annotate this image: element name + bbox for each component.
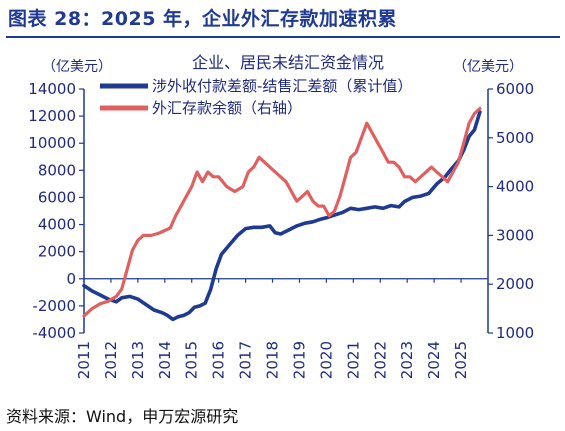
left-tick-label: -2000 (32, 297, 76, 315)
left-tick-label: 12000 (28, 107, 76, 125)
x-tick-label: 2015 (183, 341, 201, 379)
figure-title: 图表 28：2025 年，企业外汇存款加速积累 (8, 8, 398, 30)
left-tick-label: 8000 (38, 161, 76, 179)
x-tick-label: 2016 (210, 341, 228, 379)
x-tick-label: 2013 (129, 341, 147, 379)
x-tick-label: 2019 (290, 341, 308, 379)
x-tick-label: 2018 (264, 341, 282, 379)
right-tick-label: 2000 (496, 275, 534, 293)
chart-plot-area (82, 106, 482, 322)
legend: 涉外收付款差额-结售汇差额（累计值） 外汇存款余额（右轴） (100, 77, 412, 117)
x-tick-label: 2017 (237, 341, 255, 379)
right-axis-unit: （亿美元） (453, 59, 523, 75)
x-tick-label: 2021 (344, 341, 362, 379)
x-tick-label: 2023 (398, 341, 416, 379)
left-tick-label: 6000 (38, 188, 76, 206)
left-tick-label: 4000 (38, 216, 76, 234)
left-tick-label: -4000 (32, 324, 76, 342)
x-tick-label: 2012 (102, 341, 120, 379)
x-tick-label: 2024 (425, 341, 443, 379)
left-tick-label: 2000 (38, 243, 76, 261)
left-tick-label: 10000 (28, 134, 76, 152)
series-line-net-receipts (82, 110, 482, 322)
source-note: 资料来源：Wind，申万宏源研究 (6, 407, 239, 426)
left-axis-unit: （亿美元） (42, 59, 112, 75)
right-tick-label: 6000 (496, 80, 534, 98)
chart-axes: -4000 -2000 0 2000 4000 6000 8000 10000 12000 140… (28, 80, 534, 379)
right-tick-label: 3000 (496, 226, 534, 244)
x-tick-label: 2014 (156, 341, 174, 379)
legend-label-2: 外汇存款余额（右轴） (152, 99, 302, 117)
chart: -4000 -2000 0 2000 4000 6000 8000 10000 12000 140… (28, 53, 534, 379)
x-tick-label: 2022 (371, 341, 389, 379)
right-tick-label: 1000 (496, 324, 534, 342)
title-rule (6, 36, 560, 38)
left-tick-label: 14000 (28, 80, 76, 98)
right-tick-label: 5000 (496, 129, 534, 147)
series-line-fx-deposits (82, 106, 482, 318)
x-tick-label: 2011 (75, 341, 93, 379)
legend-label-1: 涉外收付款差额-结售汇差额（累计值） (152, 77, 412, 95)
left-tick-label: 0 (66, 270, 76, 288)
chart-title: 企业、居民未结汇资金情况 (192, 53, 384, 72)
x-tick-label: 2025 (452, 341, 470, 379)
x-tick-label: 2020 (317, 341, 335, 379)
right-tick-label: 4000 (496, 178, 534, 196)
